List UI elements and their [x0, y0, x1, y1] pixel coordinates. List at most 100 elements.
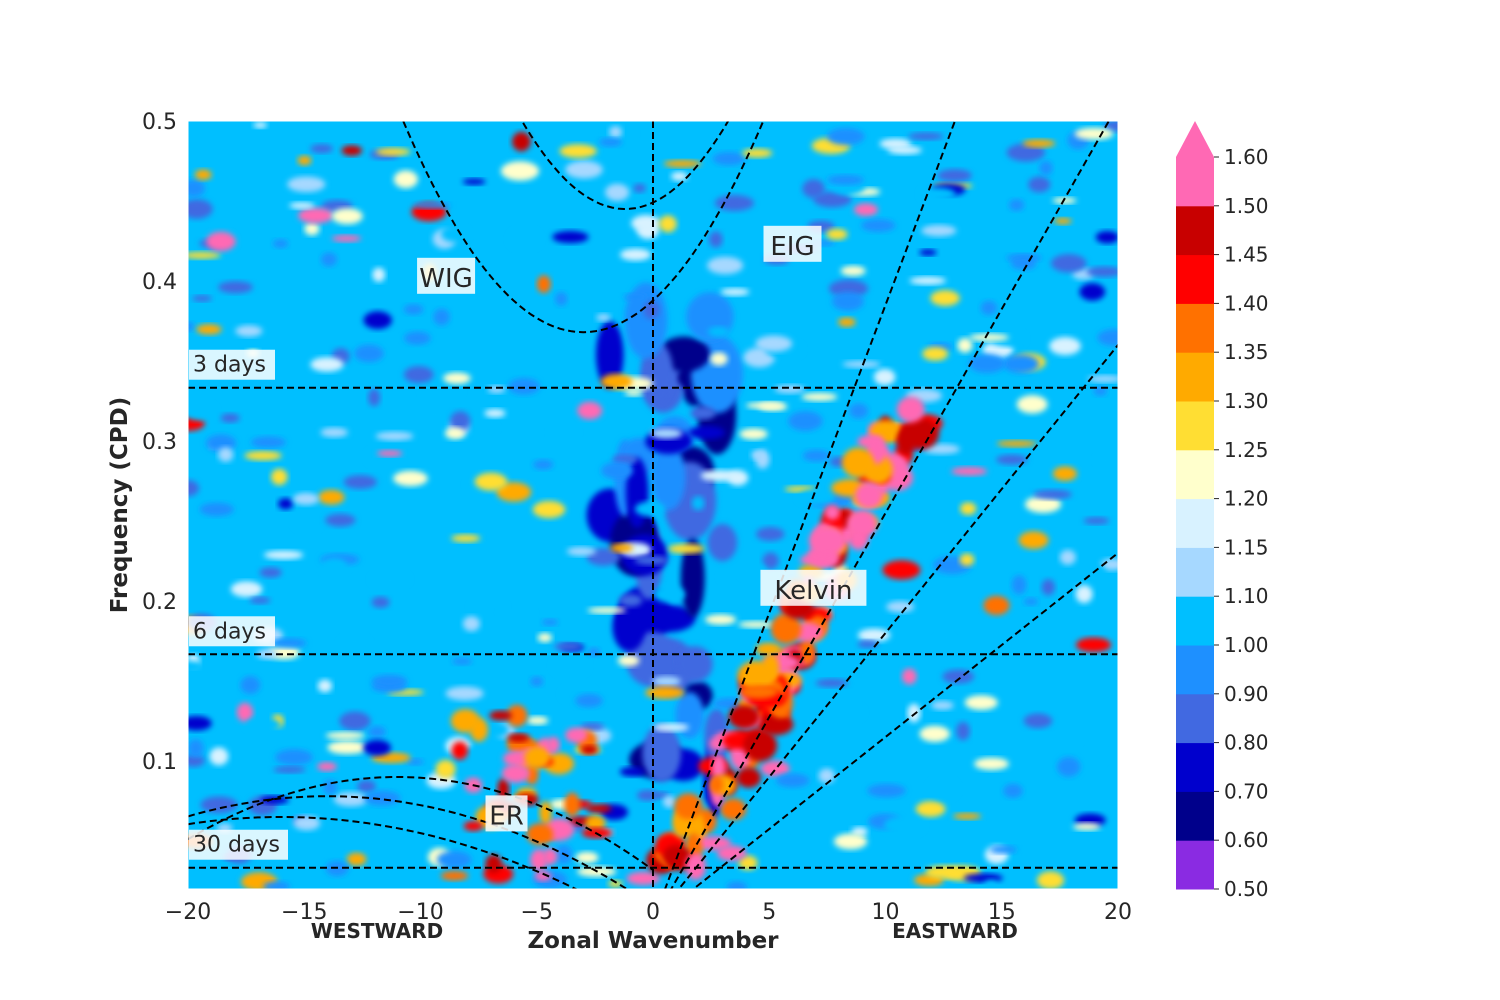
field-cell: [828, 279, 869, 298]
field-cell: [263, 881, 291, 889]
field-cell: [509, 229, 540, 249]
field-cell: [1095, 230, 1118, 244]
x-tick-label: 20: [1104, 900, 1132, 925]
field-cell: [236, 702, 254, 722]
field-cell: [612, 602, 646, 652]
field-cell: [677, 646, 713, 683]
colorbar-segment: [1176, 742, 1214, 792]
field-cell: [928, 779, 957, 799]
field-cell: [915, 801, 946, 818]
field-cell: [857, 628, 891, 642]
field-cell: [1056, 756, 1081, 777]
wave-label-background: [485, 795, 528, 832]
field-cell: [1059, 549, 1076, 565]
field-cell: [403, 366, 434, 384]
field-cell: [716, 845, 747, 861]
field-cell: [707, 326, 730, 337]
field-cell: [543, 752, 575, 775]
field-cell: [526, 823, 554, 846]
field-cell: [659, 215, 677, 233]
field-cell: [580, 722, 605, 731]
field-cell: [1022, 139, 1056, 148]
field-cell: [709, 231, 723, 248]
field-cell: [1003, 783, 1023, 798]
field-cell: [325, 731, 366, 740]
field-cell: [1011, 575, 1027, 595]
field-cell: [980, 300, 998, 315]
field-cell: [244, 451, 282, 461]
field-cell: [737, 660, 775, 691]
wave-label: ER: [489, 801, 524, 831]
field-cell: [645, 686, 685, 700]
field-cell: [680, 538, 705, 618]
field-cell: [1023, 713, 1053, 729]
field-cell: [634, 555, 669, 565]
field-cell: [579, 187, 606, 194]
colorbar-label: 1.25: [1224, 438, 1269, 462]
field-cell: [376, 450, 403, 457]
field-cell: [996, 440, 1037, 447]
field-cell: [828, 704, 863, 721]
colorbar-label: 1.00: [1224, 633, 1269, 657]
field-cell: [815, 678, 849, 688]
field-cell: [192, 295, 212, 302]
field-cell: [662, 795, 676, 808]
field-cell: [728, 704, 760, 729]
field-cell: [512, 131, 531, 152]
field-cell: [474, 472, 508, 491]
field-cell: [608, 880, 623, 888]
field-cell: [445, 686, 484, 701]
field-cell: [440, 871, 469, 881]
colorbar-label: 1.60: [1224, 145, 1269, 169]
field-cell: [393, 170, 418, 189]
field-cell: [959, 553, 975, 567]
kelvin-curve: [691, 551, 1118, 889]
field-cell: [435, 759, 456, 779]
field-cell: [1097, 329, 1118, 346]
field-cell: [553, 642, 582, 651]
field-cell: [808, 525, 847, 556]
field-cell: [393, 470, 428, 487]
field-cell: [738, 855, 758, 871]
field-cell: [240, 676, 261, 694]
field-cell: [199, 502, 234, 517]
field-cell: [263, 550, 304, 560]
field-cell: [738, 621, 775, 629]
field-cell: [460, 747, 499, 759]
field-cell: [879, 138, 912, 150]
field-cell: [818, 768, 835, 784]
field-cell: [695, 836, 732, 851]
field-cell: [532, 500, 566, 519]
field-cell: [743, 729, 778, 762]
field-cell: [751, 450, 765, 460]
field-cell: [317, 762, 337, 772]
field-cell: [310, 357, 344, 372]
field-cell: [451, 534, 481, 543]
field-cell: [354, 344, 384, 363]
field-cell: [1086, 748, 1106, 764]
x-tick-label: −15: [281, 900, 327, 925]
field-cell: [452, 657, 473, 665]
field-cell: [331, 235, 362, 242]
colorbar-segment: [1176, 596, 1214, 646]
field-cell: [363, 311, 392, 330]
field-cell: [463, 821, 483, 832]
colorbar-segment: [1176, 157, 1214, 207]
x-tick-label: 5: [762, 900, 776, 925]
field-cell: [960, 502, 977, 515]
field-cell: [271, 468, 288, 486]
field-cell: [304, 222, 320, 236]
wave-label: Kelvin: [774, 576, 852, 606]
x-tick-label: 10: [872, 900, 900, 925]
field-cell: [700, 469, 738, 482]
field-cell: [564, 792, 581, 817]
field-cell: [849, 403, 869, 419]
field-cell: [565, 160, 603, 179]
field-cell: [739, 428, 768, 440]
field-cell: [995, 454, 1028, 465]
field-cell: [1018, 531, 1049, 550]
field-cell: [931, 701, 954, 710]
colorbar-segment: [1176, 449, 1214, 500]
plot-area: [188, 121, 1118, 889]
